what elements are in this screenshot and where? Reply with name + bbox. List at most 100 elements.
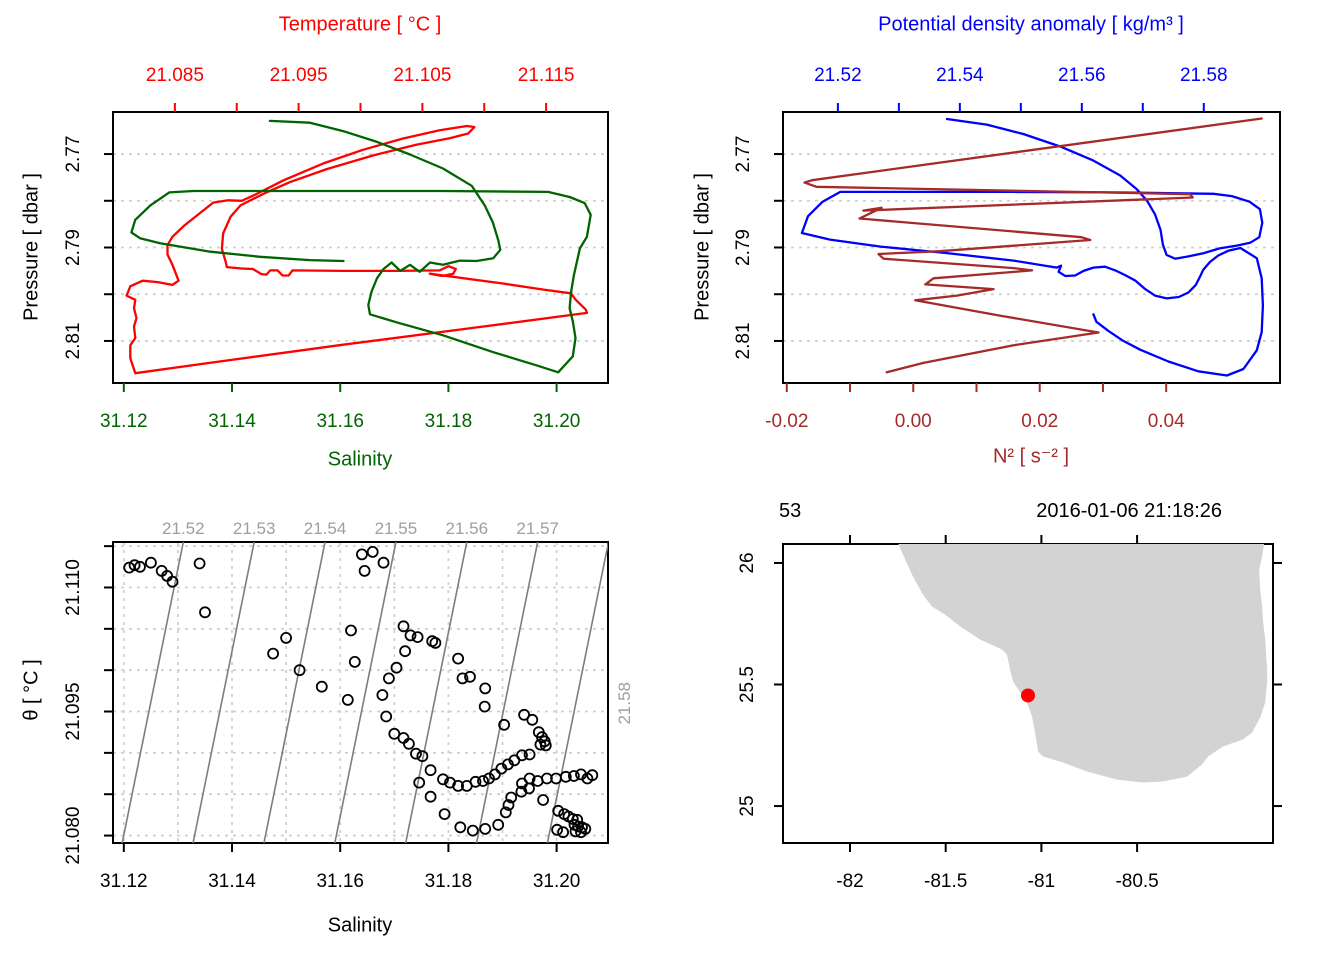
scatter-point [399,645,412,658]
isopycnal-label: 21.52 [162,519,205,538]
scatter-point [429,637,442,649]
bottom-left-tick-label: 31.12 [100,871,148,892]
scatter-point [377,556,390,569]
bottom-left-tick-label: 31.18 [425,871,473,892]
scatter-point [523,748,536,761]
scatter-point [358,565,371,577]
top_left-bottom-tick-label: 31.14 [208,411,256,432]
scatter-point [345,624,357,637]
scatter-point [193,557,206,570]
scatter-point [411,631,424,643]
top_right-top-tick-label: 21.56 [1058,65,1106,86]
bottom-left-left-tick-label: 21.080 [63,806,84,864]
scatter-point [537,794,549,806]
scatter-point [559,770,572,783]
top_left-left-tick-label: 2.81 [63,322,84,359]
scatter-point [380,710,393,723]
scatter-point [341,694,354,706]
top-left-temperature-axis-title: Temperature [ °C ] [278,13,442,36]
isopycnal-label: 21.56 [446,519,489,538]
top-right-pressure-axis-title: Pressure [ dbar ] [691,173,714,321]
top_left-top-tick-label: 21.105 [393,65,451,86]
map-bottom-tick-label: -81.5 [924,871,967,892]
scatter-point [452,780,465,792]
scatter-point [568,770,580,782]
scatter-point [466,824,479,837]
scatter-point [402,737,415,750]
scatter-point [518,708,530,721]
bottom-left-theta-axis-title: θ [ °C ] [20,659,43,721]
bl-clip-content [121,542,608,843]
top_left-top-tick-label: 21.115 [518,65,575,86]
isopycnal-line [192,542,255,843]
map-bottom-tick-label: -82 [836,871,863,892]
isopycnal-line [334,542,397,843]
bottom-left-left-tick-label: 21.110 [63,559,84,616]
isopycnal-line [263,542,326,843]
scatter-point [134,560,146,573]
scatter-point [280,632,293,644]
scatter-point [376,689,389,701]
isopycnal-line [475,542,539,843]
scatter-point [479,823,492,835]
land-polygon [898,544,1268,783]
scatter-point [315,680,328,693]
scatter-point [388,727,401,740]
scatter-point [424,790,437,803]
scatter-point [199,606,211,619]
station-marker [1021,688,1035,703]
scatter-point [492,818,505,831]
scatter-point [478,700,491,713]
map-station-id: 53 [779,500,802,522]
top-left-pressure-axis-title: Pressure [ dbar ] [20,173,43,321]
scatter-point [404,629,417,642]
tr-clip-content [800,117,1265,377]
scatter-point [437,773,449,786]
bottom-left-tick-label: 31.14 [208,871,256,892]
bottom-left-tick-label: 31.16 [316,871,364,892]
top_left-top-tick-label: 21.085 [146,65,204,86]
top_right-panel: 21.52 21.54 21.56 21.58 -0.02 0.00 0.02 0.04 2.7… [733,65,1281,432]
br-clip-content [898,544,1268,783]
scatter-point [355,548,368,561]
scatter-point [488,768,501,781]
scatter-point [515,785,528,798]
scatter-point [438,808,451,820]
top_right-top-tick-label: 21.58 [1180,65,1228,86]
top_left-left-tick-label: 2.77 [63,136,84,173]
map-left-tick-label: 25 [737,795,758,816]
scatter-point [477,775,489,787]
isopycnal-side-label: 21.58 [615,682,634,725]
bottom-left-salinity-axis-title: Salinity [327,914,393,937]
top_left-top-tick-label: 21.095 [270,65,328,86]
scatter-point [557,826,569,839]
scatter-point [416,750,429,763]
bottom-left-panel: 21.52 21.53 21.54 21.55 21.56 21.57 21.58 31.12… [63,519,634,892]
scatter-point [144,556,157,569]
potential-density-anomaly-curve [800,117,1265,377]
scatter-point [586,769,599,782]
map-timestamp: 2016-01-06 21:18:26 [1036,500,1222,522]
top_right-top-tick-label: 21.52 [814,65,862,86]
scatter-point [267,647,280,660]
salinity-curve [130,119,592,374]
scatter-point [579,823,592,835]
top_right-left-tick-label: 2.81 [733,322,754,359]
isopycnal-line [404,542,468,843]
top_left-bottom-tick-label: 31.18 [425,411,473,432]
top_left-bottom-tick-label: 31.20 [533,411,581,432]
isopycnal-label: 21.53 [233,519,276,538]
top_left-left-tick-label: 2.79 [63,229,84,266]
scatter-point [505,791,518,804]
scatter-point [499,806,512,819]
scatter-point [293,664,306,677]
isopycnal-label: 21.54 [304,519,347,538]
top_right-top-tick-label: 21.54 [936,65,984,86]
scatter-point [551,823,563,836]
scatter-point [534,738,547,751]
scatter-point [456,672,469,685]
top-right-n2-axis-title: N² [ s⁻² ] [992,445,1070,468]
isopycnal-label: 21.57 [516,519,559,538]
